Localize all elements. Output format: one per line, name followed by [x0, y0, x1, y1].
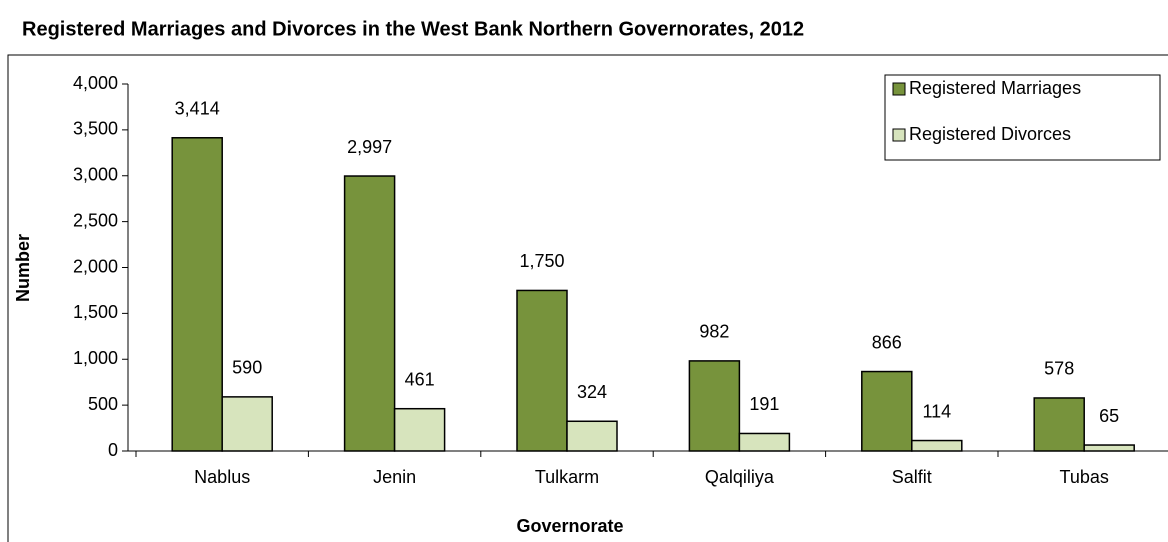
chart-border [7, 54, 1168, 542]
data-label: 324 [577, 382, 607, 402]
data-label: 590 [232, 358, 262, 378]
y-axis-label: Number [13, 234, 33, 302]
data-label: 1,750 [519, 251, 564, 271]
bar [566, 420, 618, 452]
bar [221, 396, 273, 452]
x-tick-label: Jenin [373, 467, 416, 487]
bar [738, 432, 791, 452]
y-tick-label: 1,500 [73, 302, 118, 322]
y-tick-label: 0 [108, 440, 118, 460]
data-label: 866 [872, 332, 902, 352]
bar [1033, 397, 1085, 452]
bar [393, 407, 446, 452]
y-tick-label: 2,000 [73, 256, 118, 276]
data-label: 982 [699, 322, 729, 342]
bar [171, 137, 223, 452]
y-tick-label: 1,000 [73, 348, 118, 368]
data-label: 2,997 [347, 137, 392, 157]
chart-title: Registered Marriages and Divorces in the… [22, 18, 804, 40]
y-tick-label: 3,000 [73, 165, 118, 185]
data-label: 191 [749, 394, 779, 414]
legend-label: Registered Divorces [909, 124, 1071, 144]
legend-box [884, 74, 1161, 161]
bar [343, 175, 396, 452]
bar [688, 360, 741, 452]
legend-swatch [892, 82, 906, 96]
x-tick-label: Salfit [892, 467, 932, 487]
y-tick-label: 2,500 [73, 210, 118, 230]
data-label: 461 [405, 369, 435, 389]
bar [1083, 444, 1135, 452]
legend-swatch [892, 128, 906, 142]
y-tick-label: 500 [88, 394, 118, 414]
data-label: 65 [1099, 406, 1119, 426]
x-tick-label: Qalqiliya [705, 467, 775, 487]
bar [516, 289, 568, 452]
x-tick-label: Tulkarm [535, 467, 599, 487]
data-label: 578 [1044, 359, 1074, 379]
x-tick-label: Tubas [1060, 467, 1109, 487]
data-label: 3,414 [175, 99, 220, 119]
y-tick-label: 4,000 [73, 73, 118, 93]
x-axis-label: Governorate [516, 516, 623, 536]
bar [861, 370, 913, 452]
data-label: 114 [922, 401, 951, 421]
x-tick-label: Nablus [194, 467, 250, 487]
bar [911, 439, 963, 452]
y-tick-label: 3,500 [73, 119, 118, 139]
legend-label: Registered Marriages [909, 78, 1081, 98]
